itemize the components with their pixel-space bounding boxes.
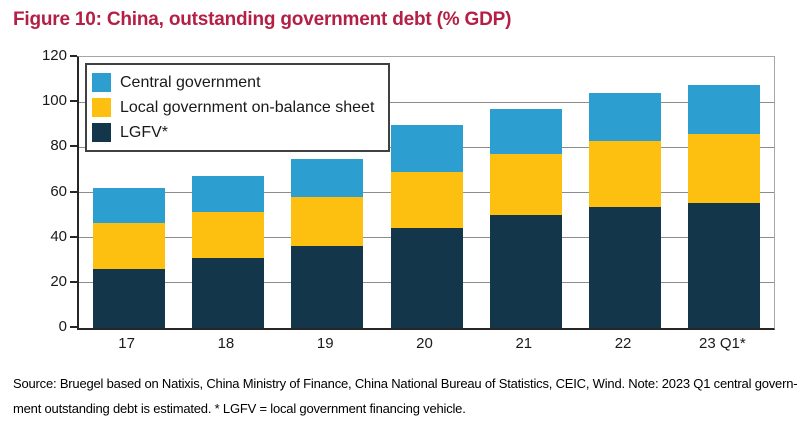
plot-area: Central government Local government on-b…	[77, 56, 775, 330]
x-axis-label-18: 18	[217, 335, 235, 352]
y-axis-tick-100	[70, 100, 77, 103]
bar-17-local	[92, 223, 165, 270]
bar-19-local	[291, 197, 364, 246]
y-axis-label-40: 40	[50, 227, 67, 245]
bar-19-central	[291, 158, 364, 198]
bar-18-local	[191, 211, 264, 258]
bar-17-lgfv	[92, 269, 165, 328]
bar-23-Q1-central	[688, 85, 761, 134]
y-axis-label-80: 80	[50, 137, 67, 155]
legend-item-local-government: Local government on-balance sheet	[92, 95, 374, 120]
y-axis-tick-0	[70, 326, 77, 328]
local-government-swatch-icon	[92, 98, 111, 117]
y-axis-tick-60	[70, 190, 77, 193]
bar-23-Q1-local	[688, 133, 761, 203]
x-axis-label-20: 20	[416, 335, 433, 352]
y-axis-label-0: 0	[58, 318, 67, 335]
bar-20-lgfv	[390, 227, 463, 328]
bar-22-lgfv	[589, 207, 662, 328]
legend-label: Local government on-balance sheet	[120, 98, 375, 116]
bar-22-local	[589, 140, 662, 208]
gridline-100	[79, 101, 774, 103]
source-note: Source: Bruegel based on Natixis, China …	[13, 371, 798, 421]
bar-22-central	[589, 93, 662, 141]
x-axis-label-17: 17	[118, 335, 135, 352]
y-axis-tick-80	[70, 145, 77, 148]
lgfv-swatch-icon	[92, 123, 111, 142]
y-axis-label-20: 20	[50, 272, 67, 290]
bar-18-lgfv	[191, 258, 264, 328]
y-axis-label-60: 60	[50, 182, 67, 200]
x-axis-label-21: 21	[515, 335, 533, 352]
bar-17-central	[92, 188, 165, 223]
y-axis-tick-120	[70, 55, 77, 57]
x-axis-label-22: 22	[614, 335, 632, 352]
bar-20-local	[390, 172, 463, 228]
bar-18-central	[191, 175, 264, 212]
bar-20-central	[390, 124, 463, 173]
source-note-line-1: Source: Bruegel based on Natixis, China …	[13, 376, 798, 391]
bar-21-central	[489, 108, 562, 155]
y-axis-tick-40	[70, 235, 77, 238]
y-axis-label-100: 100	[41, 92, 67, 110]
legend-label: LGFV*	[120, 123, 169, 141]
x-axis-label-19: 19	[316, 335, 334, 352]
y-axis-label-120: 120	[41, 47, 67, 64]
central-government-swatch-icon	[92, 73, 111, 92]
y-axis-tick-20	[70, 280, 77, 283]
bar-23-Q1-lgfv	[688, 202, 761, 328]
bar-19-lgfv	[291, 245, 364, 328]
legend-item-central-government: Central government	[92, 70, 374, 95]
bar-21-local	[489, 154, 562, 216]
bar-21-lgfv	[489, 215, 562, 328]
chart-legend: Central government Local government on-b…	[85, 63, 391, 152]
figure-title: Figure 10: China, outstanding government…	[13, 9, 512, 30]
legend-label: Central government	[120, 73, 261, 91]
source-note-line-2: ment outstanding debt is estimated. * LG…	[13, 401, 466, 416]
legend-item-lgfv: LGFV*	[92, 120, 374, 145]
x-axis-label-23-Q1: 23 Q1*	[698, 335, 746, 352]
